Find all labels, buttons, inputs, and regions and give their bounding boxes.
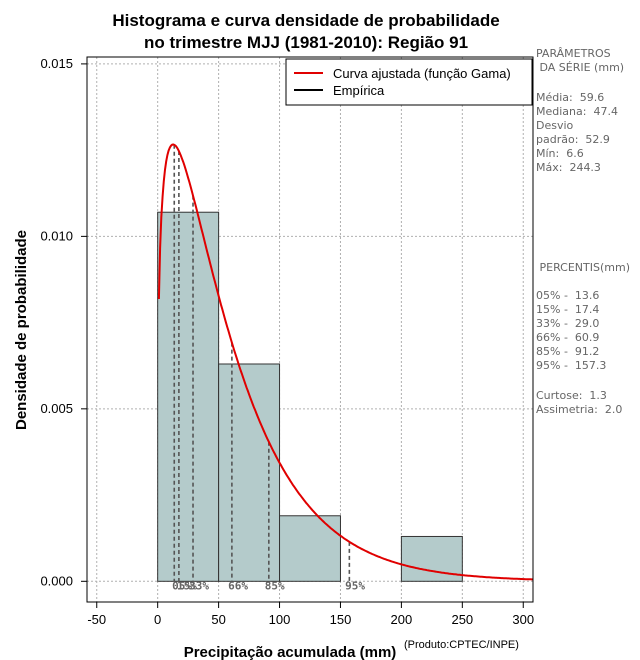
- histogram-bars: [157, 211, 463, 582]
- legend-box: [285, 58, 533, 106]
- x-tick-label: 200: [391, 612, 413, 627]
- stat-mediana: Mediana: 47.4: [536, 105, 618, 118]
- x-tick-label: -50: [87, 612, 106, 627]
- chart-title-line1: Histograma e curva densidade de probabil…: [112, 11, 499, 30]
- legend-empirical-label: Empírica: [333, 83, 385, 98]
- percentile-label: 15%: [177, 579, 197, 592]
- legend: Curva ajustada (função Gama) Empírica: [285, 58, 533, 106]
- y-tick-label: 0.005: [40, 401, 73, 416]
- x-tick-label: 0: [154, 612, 161, 627]
- stat-assimetria: Assimetria: 2.0: [536, 403, 623, 416]
- y-axis-label: Densidade de probabilidade: [13, 230, 30, 430]
- percentile-15: 15% - 17.4: [536, 303, 600, 316]
- legend-curve-label: Curva ajustada (função Gama): [333, 66, 511, 81]
- x-tick-label: 50: [211, 612, 225, 627]
- x-tick-label: 250: [451, 612, 473, 627]
- plot-frame: [86, 56, 534, 603]
- x-tick-label: 300: [512, 612, 534, 627]
- stat-desvio-2: padrão: 52.9: [536, 133, 610, 146]
- axis-ticks: -50 0 50 100 150 200 250 300 0.000 0.005 0.010 0.01…: [40, 56, 534, 627]
- x-tick-label: 100: [269, 612, 291, 627]
- percentile-label: 66%: [228, 579, 248, 592]
- stat-curtose: Curtose: 1.3: [536, 389, 607, 402]
- percentile-33: 33% - 29.0: [536, 317, 600, 330]
- histogram-bar: [279, 515, 341, 582]
- percentile-label: 95%: [345, 579, 365, 592]
- x-axis-label: Precipitação acumulada (mm): [184, 644, 397, 660]
- percentile-85: 85% - 91.2: [536, 345, 600, 358]
- y-tick-label: 0.000: [40, 573, 73, 588]
- gamma-curve-layer: [157, 143, 533, 581]
- y-tick-label: 0.010: [40, 228, 73, 243]
- product-credit: (Produto:CPTEC/INPE): [404, 639, 519, 651]
- y-tick-label: 0.015: [40, 56, 73, 71]
- x-tick-label: 150: [330, 612, 352, 627]
- percentile-label: 05%: [172, 579, 192, 592]
- stat-max: Máx: 244.3: [536, 161, 601, 174]
- chart-title-line2: no trimestre MJJ (1981-2010): Região 91: [144, 33, 468, 52]
- gamma-curve: [157, 143, 533, 581]
- stat-media: Média: 59.6: [536, 91, 605, 104]
- percentile-markers: 05%15%33% 66% 85% 95%: [172, 144, 365, 592]
- percentile-95: 95% - 157.3: [536, 359, 607, 372]
- percentile-66: 66% - 60.9: [536, 331, 600, 344]
- percentile-05: 05% - 13.6: [536, 289, 600, 302]
- percentile-label: 85%: [265, 579, 285, 592]
- percentile-label: 33%: [189, 579, 209, 592]
- histogram-bar: [157, 211, 220, 582]
- stat-min: Mín: 6.6: [536, 147, 584, 160]
- params-title-2: DA SÉRIE (mm): [536, 61, 625, 74]
- stat-desvio-1: Desvio: [536, 119, 574, 132]
- params-title-1: PARÂMETROS: [536, 47, 611, 60]
- percentis-title: PERCENTIS(mm): [536, 261, 630, 274]
